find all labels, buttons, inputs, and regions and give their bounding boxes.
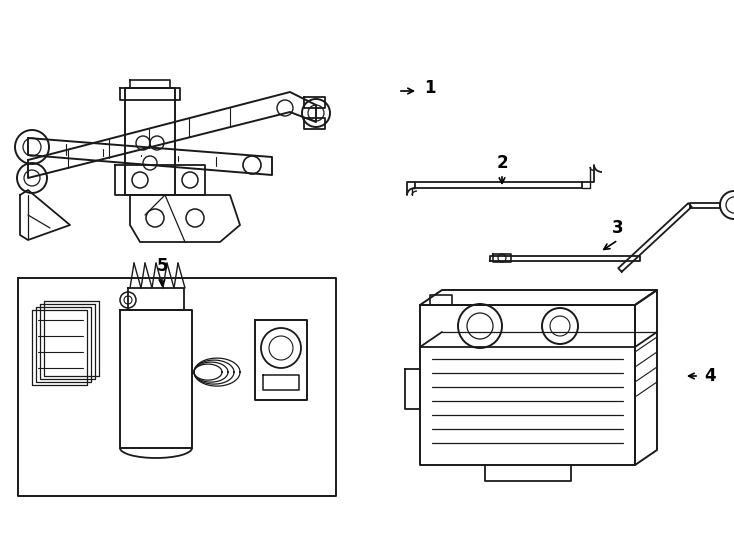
- Text: 4: 4: [704, 367, 716, 385]
- Text: 5: 5: [156, 257, 168, 275]
- Text: 3: 3: [612, 219, 624, 237]
- Text: 1: 1: [424, 79, 436, 97]
- Text: 2: 2: [496, 154, 508, 172]
